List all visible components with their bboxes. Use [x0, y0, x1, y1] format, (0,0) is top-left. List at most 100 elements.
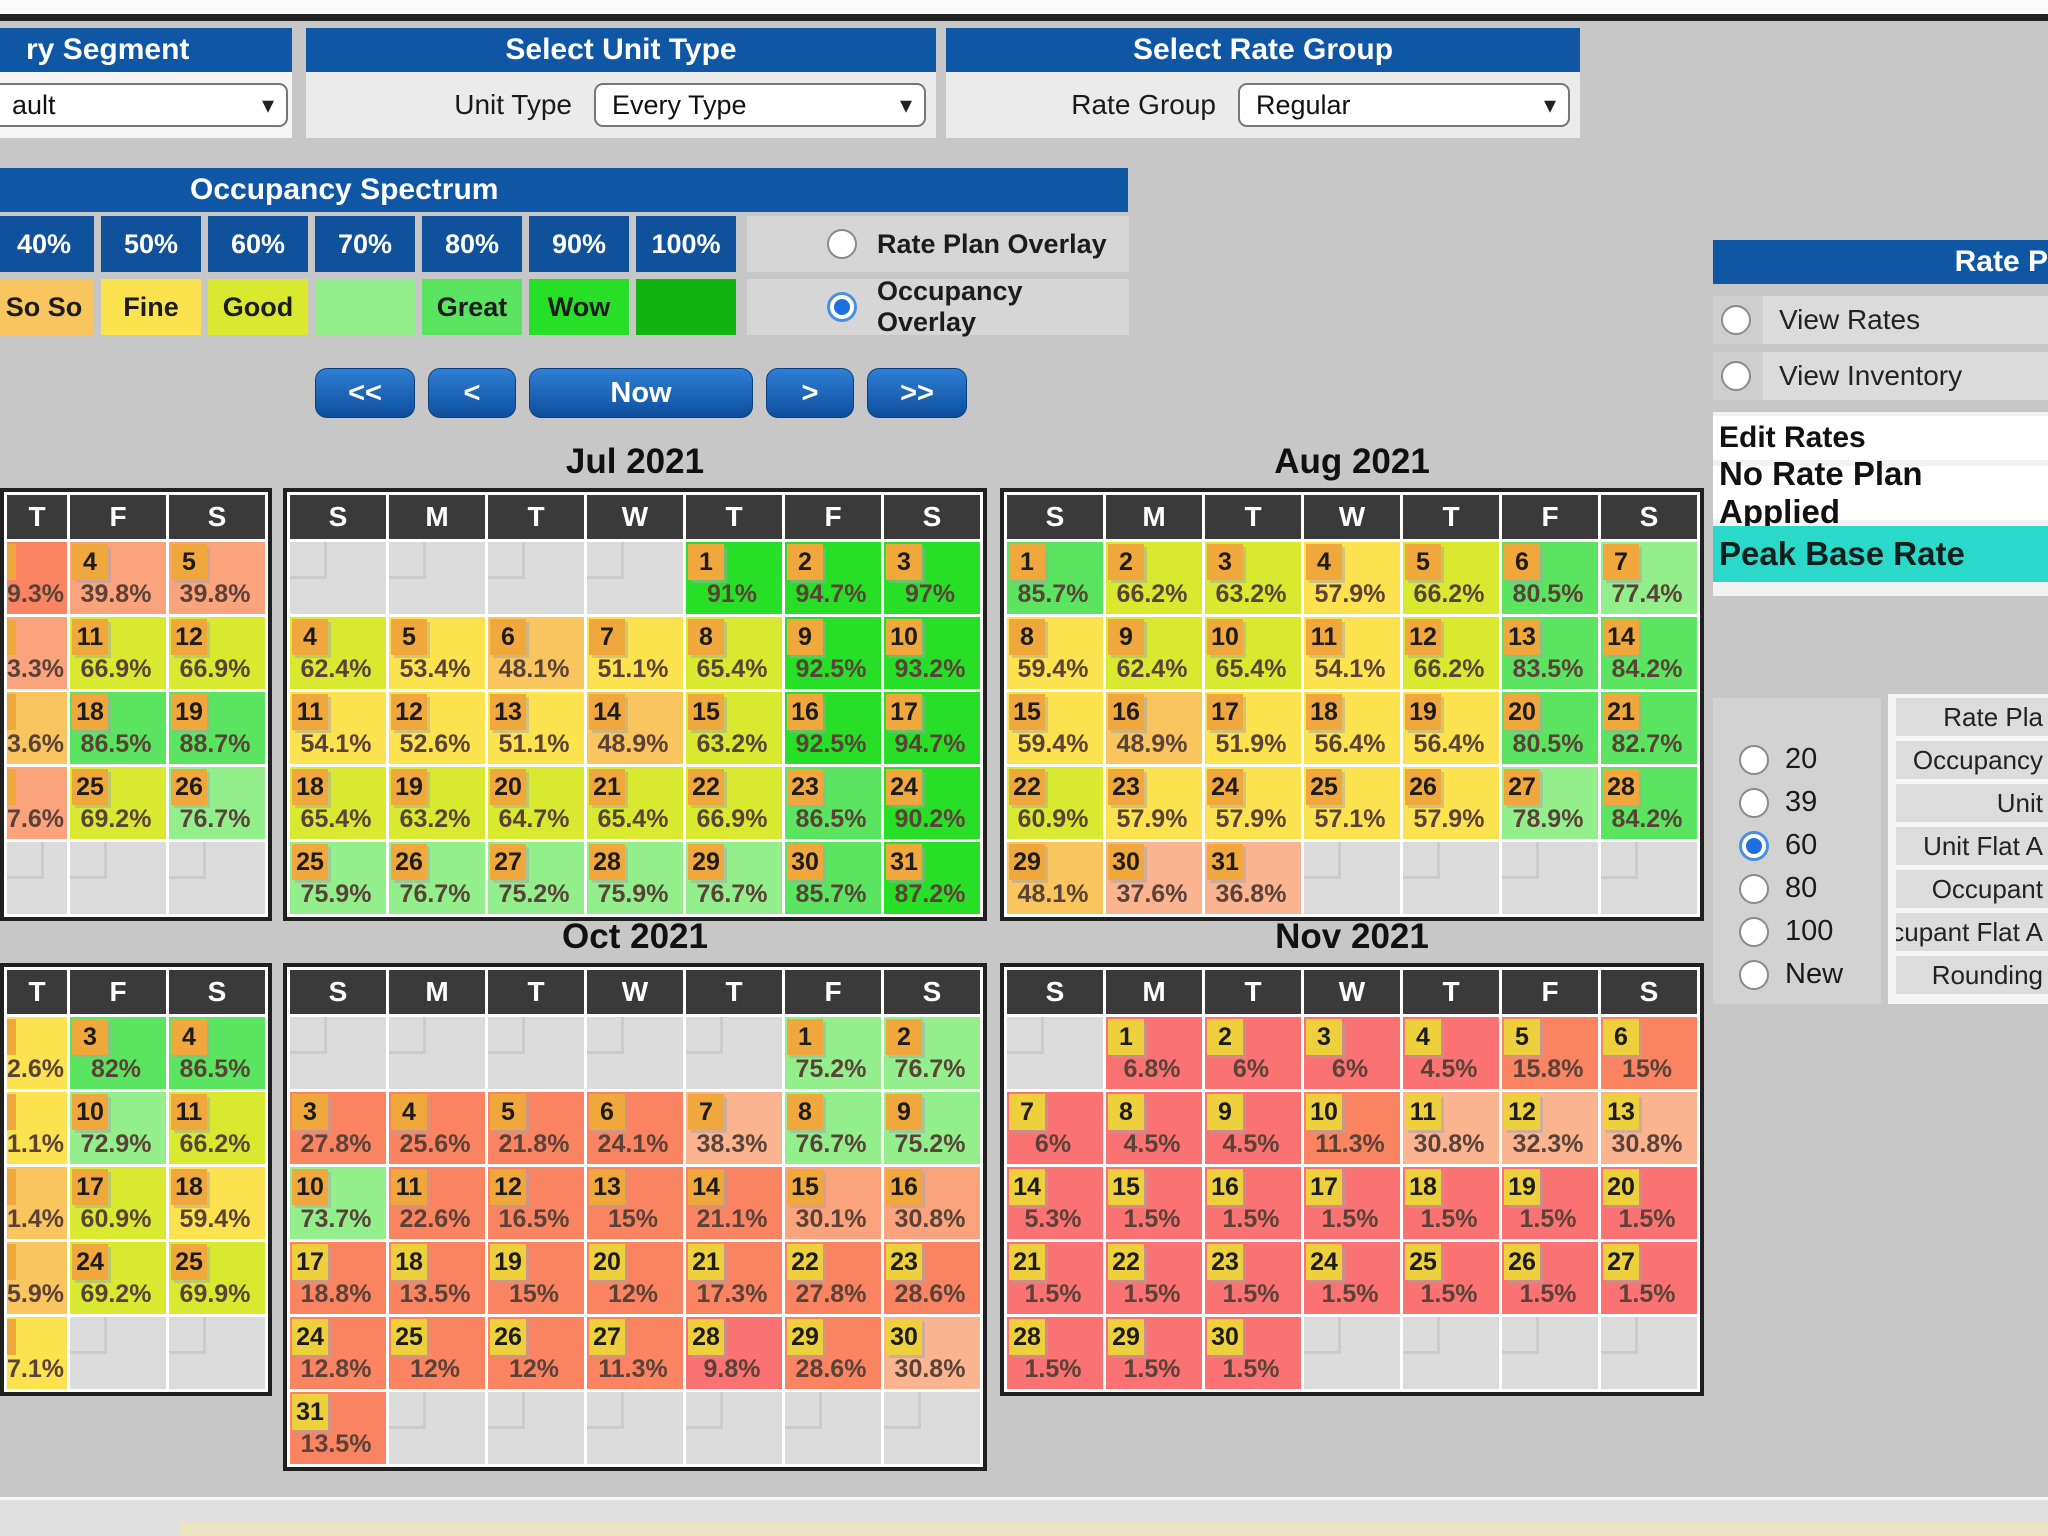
day-cell-aug-23[interactable]: 23 57.9%: [1106, 767, 1202, 839]
day-cell-sep-18[interactable]: 18 59.4%: [169, 1167, 265, 1239]
day-cell-aug-26[interactable]: 26 57.9%: [1403, 767, 1499, 839]
day-cell-nov-24[interactable]: 24 1.5%: [1304, 1242, 1400, 1314]
day-cell-oct-8[interactable]: 8 76.7%: [785, 1092, 881, 1164]
day-cell-aug-18[interactable]: 18 56.4%: [1304, 692, 1400, 764]
day-cell-aug-21[interactable]: 21 82.7%: [1601, 692, 1697, 764]
day-cell-oct-19[interactable]: 19 15%: [488, 1242, 584, 1314]
day-cell-jul-30[interactable]: 30 85.7%: [785, 842, 881, 914]
day-cell-oct-7[interactable]: 7 38.3%: [686, 1092, 782, 1164]
occupancy-option-new[interactable]: New: [1713, 953, 1881, 996]
rate-group-dropdown[interactable]: Regular ▾: [1238, 83, 1570, 127]
day-cell-jun-partial[interactable]: 9.3%: [7, 542, 67, 614]
day-cell-oct-27[interactable]: 27 11.3%: [587, 1317, 683, 1389]
view-option-radio[interactable]: [1721, 361, 1751, 391]
day-cell-aug-11[interactable]: 11 54.1%: [1304, 617, 1400, 689]
day-cell-jul-25[interactable]: 25 75.9%: [290, 842, 386, 914]
day-cell-jul-5[interactable]: 5 53.4%: [389, 617, 485, 689]
day-cell-aug-22[interactable]: 22 60.9%: [1007, 767, 1103, 839]
day-cell-jul-27[interactable]: 27 75.2%: [488, 842, 584, 914]
day-cell-nov-28[interactable]: 28 1.5%: [1007, 1317, 1103, 1389]
day-cell-aug-13[interactable]: 13 83.5%: [1502, 617, 1598, 689]
day-cell-sep-24[interactable]: 24 69.2%: [70, 1242, 166, 1314]
day-cell-aug-4[interactable]: 4 57.9%: [1304, 542, 1400, 614]
day-cell-aug-29[interactable]: 29 48.1%: [1007, 842, 1103, 914]
day-cell-nov-21[interactable]: 21 1.5%: [1007, 1242, 1103, 1314]
day-cell-nov-9[interactable]: 9 4.5%: [1205, 1092, 1301, 1164]
day-cell-jul-23[interactable]: 23 86.5%: [785, 767, 881, 839]
day-cell-jul-13[interactable]: 13 51.1%: [488, 692, 584, 764]
day-cell-oct-29[interactable]: 29 28.6%: [785, 1317, 881, 1389]
day-cell-sep-3[interactable]: 3 82%: [70, 1017, 166, 1089]
day-cell-jun-partial[interactable]: 7.6%: [7, 767, 67, 839]
occupancy-option-radio[interactable]: [1739, 744, 1769, 775]
no-rate-plan-item[interactable]: No Rate Plan Applied: [1713, 455, 2048, 530]
day-cell-oct-22[interactable]: 22 27.8%: [785, 1242, 881, 1314]
day-cell-oct-16[interactable]: 16 30.8%: [884, 1167, 980, 1239]
nav-fast-forward-button[interactable]: >>: [867, 368, 967, 418]
day-cell-jul-18[interactable]: 18 65.4%: [290, 767, 386, 839]
day-cell-oct-2[interactable]: 2 76.7%: [884, 1017, 980, 1089]
unit-type-dropdown[interactable]: Every Type ▾: [594, 83, 926, 127]
day-cell-jul-15[interactable]: 15 63.2%: [686, 692, 782, 764]
view-option-radio[interactable]: [1721, 305, 1751, 335]
day-cell-jul-22[interactable]: 22 66.9%: [686, 767, 782, 839]
nav-now-button[interactable]: Now: [529, 368, 753, 418]
day-cell-nov-10[interactable]: 10 11.3%: [1304, 1092, 1400, 1164]
nav-back-button[interactable]: <: [428, 368, 516, 418]
day-cell-jun-18[interactable]: 18 86.5%: [70, 692, 166, 764]
day-cell-nov-16[interactable]: 16 1.5%: [1205, 1167, 1301, 1239]
day-cell-oct-17[interactable]: 17 18.8%: [290, 1242, 386, 1314]
day-cell-jun-5[interactable]: 5 39.8%: [169, 542, 265, 614]
day-cell-jul-28[interactable]: 28 75.9%: [587, 842, 683, 914]
day-cell-nov-4[interactable]: 4 4.5%: [1403, 1017, 1499, 1089]
day-cell-jun-19[interactable]: 19 88.7%: [169, 692, 265, 764]
day-cell-oct-5[interactable]: 5 21.8%: [488, 1092, 584, 1164]
day-cell-jul-19[interactable]: 19 63.2%: [389, 767, 485, 839]
day-cell-nov-14[interactable]: 14 5.3%: [1007, 1167, 1103, 1239]
overlay-radio[interactable]: [827, 229, 857, 259]
day-cell-aug-2[interactable]: 2 66.2%: [1106, 542, 1202, 614]
occupancy-option-39[interactable]: 39: [1713, 781, 1881, 824]
occupancy-option-radio[interactable]: [1739, 830, 1769, 861]
day-cell-oct-25[interactable]: 25 12%: [389, 1317, 485, 1389]
day-cell-oct-13[interactable]: 13 15%: [587, 1167, 683, 1239]
day-cell-jul-6[interactable]: 6 48.1%: [488, 617, 584, 689]
day-cell-oct-30[interactable]: 30 30.8%: [884, 1317, 980, 1389]
day-cell-aug-25[interactable]: 25 57.1%: [1304, 767, 1400, 839]
day-cell-oct-3[interactable]: 3 27.8%: [290, 1092, 386, 1164]
day-cell-sep-partial[interactable]: 2.6%: [7, 1017, 67, 1089]
day-cell-jul-8[interactable]: 8 65.4%: [686, 617, 782, 689]
day-cell-jul-16[interactable]: 16 92.5%: [785, 692, 881, 764]
day-cell-nov-30[interactable]: 30 1.5%: [1205, 1317, 1301, 1389]
day-cell-oct-18[interactable]: 18 13.5%: [389, 1242, 485, 1314]
day-cell-nov-13[interactable]: 13 30.8%: [1601, 1092, 1697, 1164]
day-cell-aug-9[interactable]: 9 62.4%: [1106, 617, 1202, 689]
day-cell-jun-12[interactable]: 12 66.9%: [169, 617, 265, 689]
day-cell-nov-5[interactable]: 5 15.8%: [1502, 1017, 1598, 1089]
nav-forward-button[interactable]: >: [766, 368, 854, 418]
day-cell-aug-17[interactable]: 17 51.9%: [1205, 692, 1301, 764]
day-cell-sep-4[interactable]: 4 86.5%: [169, 1017, 265, 1089]
day-cell-sep-partial[interactable]: 7.1%: [7, 1317, 67, 1389]
day-cell-oct-20[interactable]: 20 12%: [587, 1242, 683, 1314]
day-cell-nov-22[interactable]: 22 1.5%: [1106, 1242, 1202, 1314]
day-cell-aug-20[interactable]: 20 80.5%: [1502, 692, 1598, 764]
day-cell-jul-3[interactable]: 3 97%: [884, 542, 980, 614]
overlay-radio[interactable]: [827, 292, 857, 322]
day-cell-nov-12[interactable]: 12 32.3%: [1502, 1092, 1598, 1164]
day-cell-aug-27[interactable]: 27 78.9%: [1502, 767, 1598, 839]
day-cell-aug-5[interactable]: 5 66.2%: [1403, 542, 1499, 614]
occupancy-option-radio[interactable]: [1739, 787, 1769, 818]
day-cell-nov-11[interactable]: 11 30.8%: [1403, 1092, 1499, 1164]
day-cell-aug-19[interactable]: 19 56.4%: [1403, 692, 1499, 764]
day-cell-aug-30[interactable]: 30 37.6%: [1106, 842, 1202, 914]
day-cell-jul-31[interactable]: 31 87.2%: [884, 842, 980, 914]
occupancy-option-radio[interactable]: [1739, 873, 1769, 904]
day-cell-oct-31[interactable]: 31 13.5%: [290, 1392, 386, 1464]
day-cell-sep-partial[interactable]: 5.9%: [7, 1242, 67, 1314]
day-cell-aug-14[interactable]: 14 84.2%: [1601, 617, 1697, 689]
day-cell-nov-18[interactable]: 18 1.5%: [1403, 1167, 1499, 1239]
day-cell-jul-10[interactable]: 10 93.2%: [884, 617, 980, 689]
day-cell-nov-15[interactable]: 15 1.5%: [1106, 1167, 1202, 1239]
day-cell-oct-1[interactable]: 1 75.2%: [785, 1017, 881, 1089]
